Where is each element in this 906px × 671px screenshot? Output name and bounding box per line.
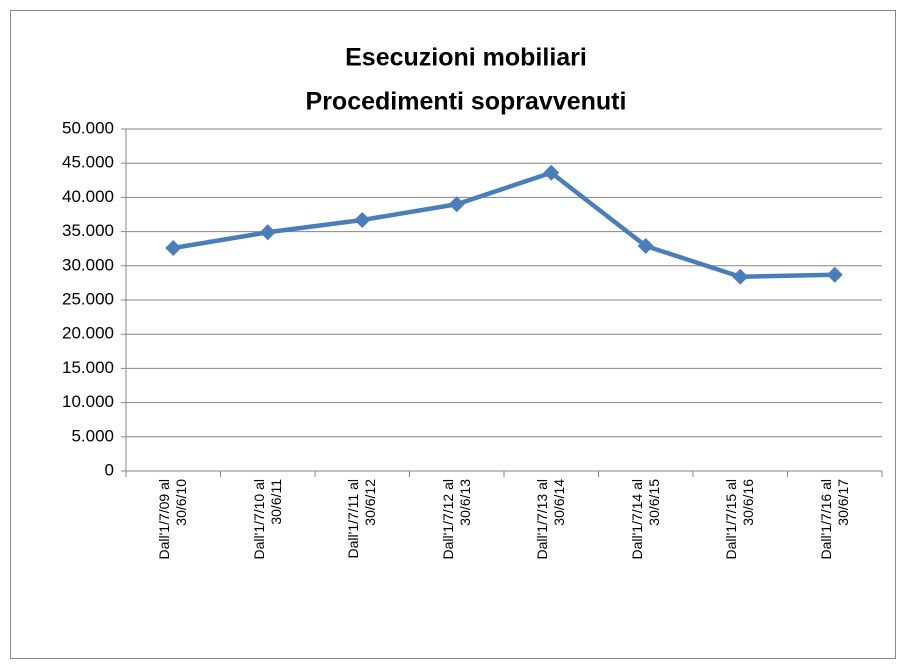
y-tick-label: 10.000: [62, 392, 114, 411]
x-tick-label: Dall'1/7/10 al 30/6/11: [250, 479, 284, 560]
y-tick-label: 40.000: [62, 187, 114, 206]
y-tick-label: 0: [105, 460, 114, 479]
data-point: [826, 266, 843, 283]
y-tick-label: 50.000: [62, 118, 114, 137]
data-line: [172, 170, 835, 279]
y-tick-label: 5.000: [71, 426, 114, 445]
chart-title: Esecuzioni mobiliari: [345, 44, 587, 72]
data-point: [448, 196, 465, 213]
y-tick-label: 30.000: [62, 255, 114, 274]
y-tick-label: 20.000: [62, 324, 114, 343]
x-tick-label: Dall'1/7/14 al 30/6/15: [628, 479, 662, 560]
y-tick-label: 25.000: [62, 289, 114, 308]
y-tick-label: 35.000: [62, 221, 114, 240]
x-tick-label: Dall'1/7/15 al 30/6/16: [723, 479, 757, 560]
data-point: [732, 268, 749, 285]
y-tick-label: 45.000: [62, 153, 114, 172]
chart-title: Procedimenti sopravvenuti: [306, 88, 627, 116]
x-tick-label: Dall'1/7/12 al 30/6/13: [439, 479, 473, 560]
data-point: [543, 164, 560, 181]
data-point: [165, 240, 182, 257]
x-tick-label: Dall'1/7/11 al 30/6/12: [345, 479, 379, 559]
data-point: [637, 237, 654, 254]
data-point: [259, 224, 276, 241]
data-point: [354, 211, 371, 228]
y-tick-label: 15.000: [62, 358, 114, 377]
x-tick-label: Dall'1/7/16 al 30/6/17: [817, 479, 851, 560]
x-tick-label: Dall'1/7/13 al 30/6/14: [534, 479, 568, 560]
x-tick-label: Dall'1/7/09 al 30/6/10: [156, 479, 190, 560]
